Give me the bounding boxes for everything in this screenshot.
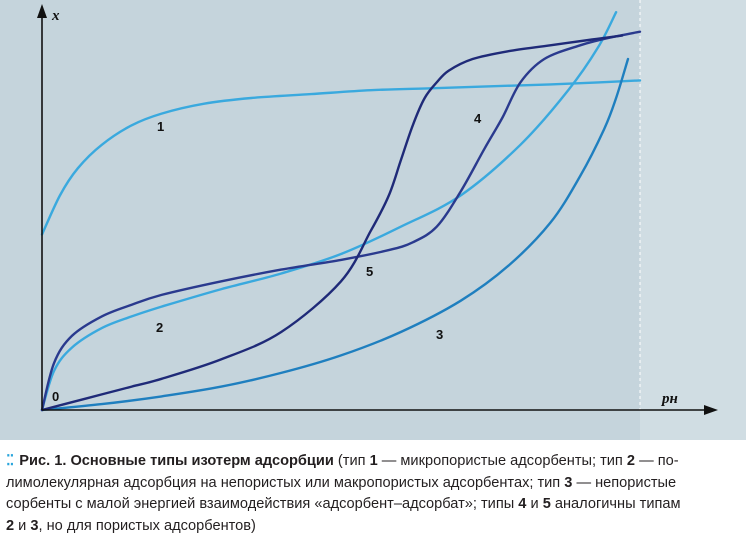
- caption-text: — по-: [635, 453, 679, 469]
- caption-text: лимолекулярная адсорбция на непористых и…: [6, 474, 565, 491]
- isotherm-curve-4: [40, 30, 642, 412]
- caption-text: (тип: [333, 453, 370, 469]
- caption-fig-number: Рис. 1.: [19, 453, 67, 469]
- caption-text: и: [14, 517, 31, 534]
- figure-caption: ⁚⁚ Рис. 1. Основные типы изотерм адсорбци…: [6, 451, 742, 537]
- curve-label-1: 1: [157, 119, 164, 134]
- isotherm-curve-3: [40, 57, 630, 412]
- isotherm-curve-2: [40, 11, 618, 412]
- caption-type-number: 1: [369, 453, 378, 469]
- x-axis-arrow: [704, 405, 718, 415]
- caption-text: аналогичны типам: [550, 496, 681, 512]
- curve-label-2: 2: [156, 320, 163, 335]
- caption-title: Основные типы изотерм адсорбции: [70, 453, 334, 469]
- origin-label: 0: [52, 389, 59, 404]
- saturation-band: [640, 0, 746, 440]
- caption-type-number: 2: [626, 453, 636, 469]
- caption-text: — микропористые адсорбенты; тип: [377, 453, 627, 469]
- isotherm-chart: x pн 0 1 2 3 4 5: [0, 0, 746, 440]
- curve-label-3: 3: [436, 327, 443, 342]
- caption-type-number: 3: [564, 474, 573, 491]
- curve-label-5: 5: [366, 264, 373, 279]
- caption-text: и: [526, 496, 543, 512]
- caption-type-number: 3: [30, 517, 39, 534]
- caption-type-number: 4: [518, 496, 527, 512]
- y-axis-label: x: [51, 8, 60, 24]
- caption-text: сорбенты с малой энергией взаимодействия…: [6, 496, 519, 512]
- caption-type-number: 2: [6, 517, 15, 534]
- caption-text: , но для пористых адсорбентов): [38, 517, 256, 534]
- curve-label-4: 4: [474, 111, 482, 126]
- isotherm-curve-5: [40, 34, 624, 412]
- y-axis-arrow: [37, 4, 47, 18]
- curves-layer: [40, 11, 642, 412]
- isotherm-curve-1: [40, 79, 642, 236]
- caption-text: — непористые: [572, 474, 677, 491]
- plot-background: [0, 0, 746, 440]
- caption-marker-icon: ⁚⁚: [6, 453, 14, 469]
- caption-type-number: 5: [542, 496, 551, 512]
- x-axis-label: pн: [660, 391, 678, 407]
